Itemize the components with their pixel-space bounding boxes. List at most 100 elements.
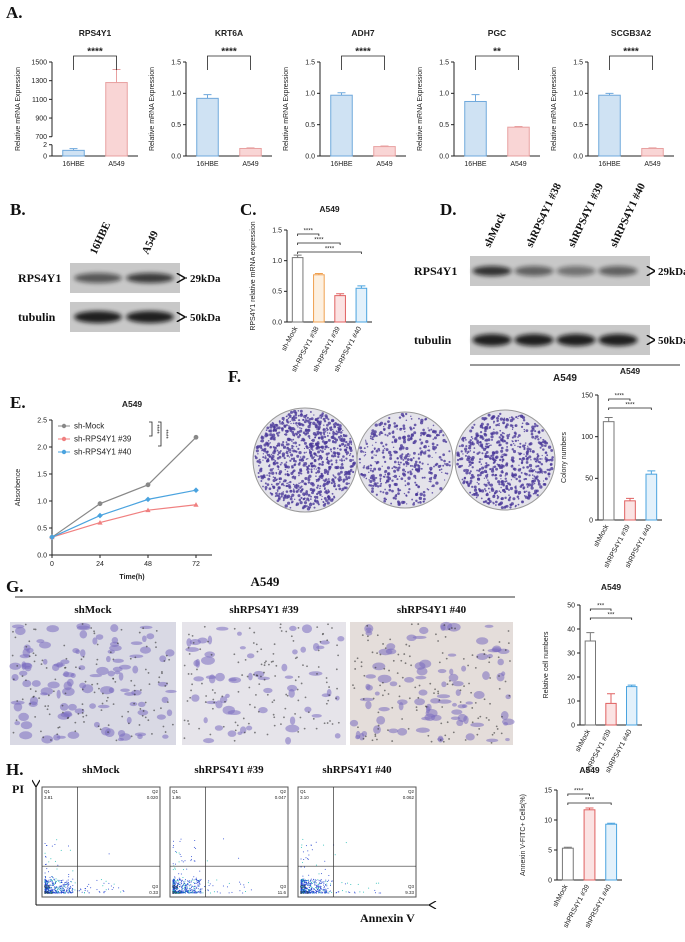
event: [50, 878, 52, 880]
colony: [534, 460, 537, 463]
colony: [536, 475, 539, 478]
colony: [267, 439, 270, 442]
colony: [518, 475, 522, 479]
event: [55, 892, 57, 894]
pore: [391, 706, 394, 709]
event: [118, 887, 120, 889]
event: [180, 838, 182, 840]
colony: [379, 490, 382, 493]
colony: [523, 430, 526, 433]
colony: [404, 412, 408, 416]
pore: [507, 642, 510, 645]
event: [52, 884, 54, 886]
colony: [314, 500, 317, 503]
event: [53, 891, 55, 893]
pore: [500, 732, 503, 735]
pore: [367, 639, 369, 642]
colony: [262, 453, 265, 455]
colony: [485, 490, 487, 492]
event: [50, 884, 52, 886]
cell: [377, 674, 392, 684]
cell: [191, 694, 200, 702]
event: [54, 886, 56, 888]
colony: [368, 479, 370, 481]
colony: [494, 504, 497, 506]
event: [50, 858, 52, 860]
colony: [419, 447, 422, 450]
cell: [406, 634, 417, 642]
event: [47, 884, 49, 886]
cell: [476, 637, 489, 645]
pore: [29, 702, 32, 705]
pore: [303, 727, 306, 730]
colony: [257, 475, 260, 479]
cell: [373, 725, 381, 734]
event: [300, 882, 302, 884]
pore: [437, 690, 439, 693]
event: [219, 892, 221, 894]
pore: [183, 737, 186, 740]
colony: [291, 417, 295, 421]
pore: [224, 700, 226, 703]
cell: [246, 653, 255, 659]
event: [375, 882, 377, 884]
event: [45, 882, 47, 884]
colony: [269, 437, 273, 441]
colony: [310, 495, 312, 498]
colony: [272, 467, 274, 470]
colony: [511, 426, 514, 429]
colony: [283, 484, 285, 487]
event: [319, 885, 321, 887]
colony: [264, 485, 268, 489]
colony: [533, 475, 536, 478]
pore: [509, 660, 511, 662]
colony: [397, 500, 400, 504]
colony: [514, 439, 518, 443]
event: [64, 882, 66, 884]
pore: [144, 668, 147, 671]
colony: [305, 418, 307, 420]
blot-band: [598, 334, 638, 346]
event: [70, 892, 72, 894]
colony: [480, 497, 483, 500]
event: [317, 890, 319, 892]
colony: [506, 445, 509, 448]
event: [302, 886, 304, 888]
pore: [90, 627, 93, 629]
event: [209, 892, 211, 894]
event: [302, 892, 304, 894]
pore: [389, 638, 392, 641]
colony: [391, 441, 394, 444]
colony: [420, 450, 424, 454]
colony: [544, 470, 547, 474]
pore: [400, 659, 403, 662]
event: [45, 876, 47, 878]
event: [62, 887, 64, 889]
colony: [323, 482, 327, 486]
pore: [445, 657, 448, 660]
colony: [396, 468, 400, 472]
event: [320, 880, 322, 882]
colony: [484, 483, 488, 487]
pore: [14, 636, 17, 639]
cell: [19, 731, 33, 740]
colony: [379, 473, 383, 477]
colony: [376, 460, 380, 464]
pore: [21, 675, 24, 678]
colony: [504, 477, 507, 480]
event: [311, 886, 313, 888]
pore: [213, 701, 216, 704]
cell: [455, 689, 461, 697]
colony: [386, 475, 390, 479]
colony: [517, 503, 520, 506]
event: [193, 887, 195, 889]
colony: [413, 431, 417, 435]
event: [187, 880, 189, 882]
cell: [92, 637, 98, 645]
event: [113, 883, 115, 885]
colony: [411, 465, 414, 467]
colony: [316, 428, 318, 430]
colony: [399, 428, 402, 431]
event: [316, 890, 318, 892]
y-tick-label: 0.5: [171, 122, 181, 129]
